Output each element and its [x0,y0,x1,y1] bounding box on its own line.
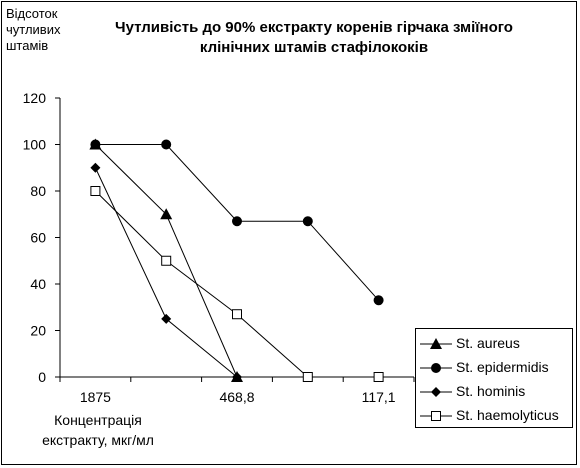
y-tick-label: 60 [30,230,46,246]
legend-label: St. epidermidis [456,359,549,375]
y-tick-label: 20 [30,323,46,339]
legend-item: St. hominis [416,382,572,402]
y-tick-label: 120 [23,90,47,106]
legend-item: St. haemolyticus [416,406,572,426]
data-point-series-2 [90,162,101,173]
x-tick-label: 117,1 [362,389,396,405]
data-point-series-1 [373,295,384,306]
legend-label: St. aureus [456,335,520,351]
x-tick-label: 1875 [80,389,111,405]
legend-marker [431,363,441,373]
series-line-2 [94,167,238,378]
chart-title-line2: клінічних штамів стафілококів [199,39,429,56]
legend-marker [430,338,442,349]
chart-title-line1: Чутливість до 90% екстракту коренів гірч… [115,19,513,36]
x-axis-title-line1: Концентрація [54,412,142,428]
data-point-series-0 [160,208,173,220]
legend-symbol [420,338,452,349]
legend: St. aureus St. epidermidis St. hominis St. … [415,328,573,428]
y-tick-label: 100 [23,137,47,153]
legend-marker [431,411,441,421]
legend-marker [431,387,441,397]
data-point-series-3 [232,309,242,320]
data-point-series-2 [232,372,242,382]
legend-symbol [420,411,452,421]
data-point-series-3 [90,186,101,196]
y-tick-label: 40 [30,276,46,292]
x-axis-title: Концентрація екстракту, мкг/мл [28,410,168,450]
data-point-series-3 [373,372,384,382]
y-tick-label: 80 [30,183,46,199]
legend-label: St. hominis [456,383,526,399]
data-point-series-3 [302,372,313,382]
x-axis-title-line2: екстракту, мкг/мл [42,432,154,448]
data-point-series-3 [161,255,172,266]
x-tick-label: 468,8 [219,389,254,405]
legend-label: St. haemolyticus [456,407,559,423]
legend-symbol [420,363,452,373]
data-point-series-2 [161,313,172,324]
legend-symbol [420,387,452,397]
y-tick-label: 0 [38,369,46,385]
data-point-series-1 [161,139,172,150]
legend-item: St. epidermidis [416,358,572,378]
y-axis-title: Відсоток чутливих штамів [6,6,61,53]
data-point-series-1 [302,216,313,227]
legend-item: St. aureus [416,334,572,354]
data-point-series-1 [90,139,101,150]
chart-title: Чутливість до 90% екстракту коренів гірч… [60,18,568,58]
data-point-series-1 [232,216,242,227]
